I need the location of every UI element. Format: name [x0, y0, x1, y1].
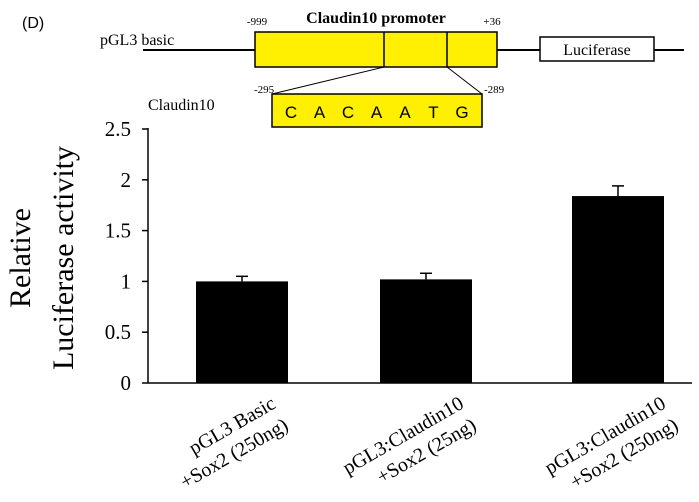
- sequence-letter: T: [428, 103, 438, 122]
- x-category-label: pGL3:Claudin10+Sox2 (25ng): [339, 392, 480, 488]
- y-tick-label: 2: [121, 168, 132, 192]
- bar: [380, 279, 472, 383]
- sequence-letter: A: [371, 103, 383, 122]
- y-tick-label: 2.5: [105, 117, 131, 141]
- bar: [572, 196, 664, 383]
- y-axis-title-line: Relative: [4, 208, 37, 308]
- x-category-label: pGL3:Claudin10+Sox2 (250ng): [541, 392, 682, 493]
- y-tick-label: 1.5: [105, 219, 131, 243]
- binding-site-box: [271, 93, 483, 128]
- bars: [196, 185, 664, 383]
- luciferase-box: [539, 36, 655, 62]
- y-axis-title: Relative Luciferase activity: [4, 146, 80, 370]
- y-tick-label: 1: [121, 269, 132, 293]
- promoter-title: Claudin10 promoter: [306, 10, 446, 27]
- construct-diagram: pGL3 basic Claudin10 promoter -999 +36 L…: [100, 10, 684, 128]
- y-axis-title-line: Luciferase activity: [47, 146, 80, 370]
- y-tick-label: 0: [121, 371, 132, 395]
- y-tick-label: 0.5: [105, 320, 131, 344]
- sequence-letter: C: [342, 103, 354, 122]
- vector-label: pGL3 basic: [100, 32, 174, 49]
- promoter-box: [254, 31, 498, 68]
- site-end: -289: [484, 84, 505, 96]
- y-axis: 0 0.5 1 1.5 2 2.5: [105, 117, 149, 395]
- x-tick-labels: pGL3 Basic+Sox2 (250ng) pGL3:Claudin10+So…: [176, 392, 682, 493]
- zoom-line-left: [271, 66, 385, 95]
- sequence-letter: G: [455, 103, 468, 122]
- bar: [196, 281, 288, 383]
- sequence-letter: C: [285, 103, 297, 122]
- bar-chart: Relative Luciferase activity 0 0.5 1 1.5 2 2.5…: [4, 117, 692, 493]
- site-gene-label: Claudin10: [148, 97, 215, 114]
- promoter-end: +36: [483, 16, 501, 28]
- panel-label: (D): [22, 15, 44, 32]
- site-start: -295: [254, 84, 275, 96]
- zoom-line-right: [446, 66, 483, 95]
- x-category-label: pGL3 Basic+Sox2 (250ng): [176, 392, 292, 493]
- sequence-letter: A: [399, 103, 411, 122]
- luciferase-label: Luciferase: [563, 42, 631, 59]
- sequence-letter: A: [314, 103, 326, 122]
- promoter-start: -999: [247, 16, 268, 28]
